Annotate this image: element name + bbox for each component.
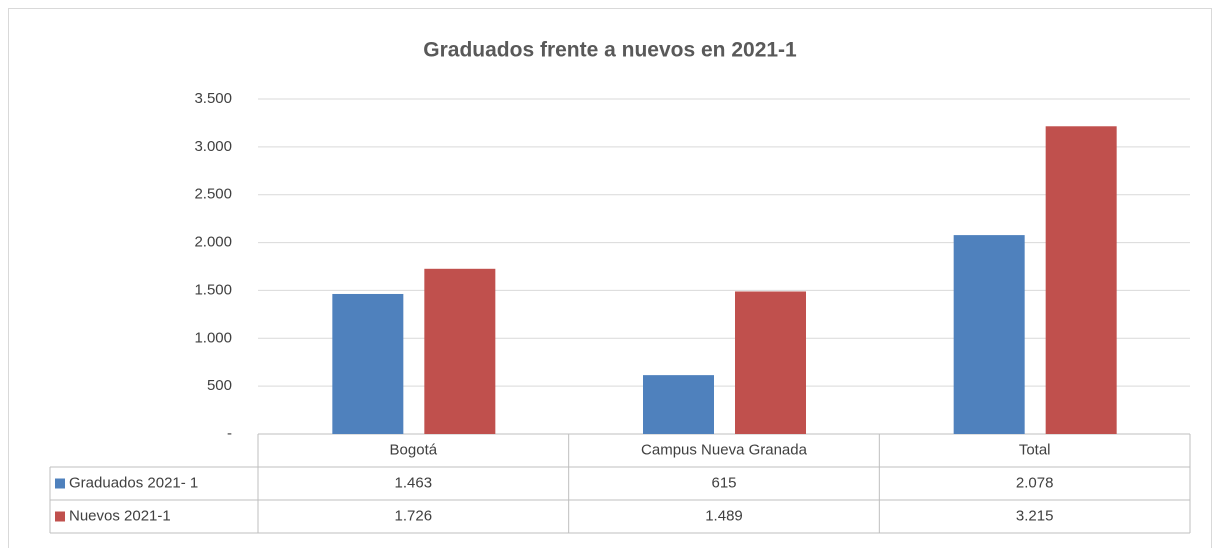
bar xyxy=(332,293,404,434)
table-value: 3.215 xyxy=(1016,507,1054,524)
table-value: 1.726 xyxy=(395,507,433,524)
table-value: 615 xyxy=(711,474,736,491)
y-tick-label: 2.500 xyxy=(194,186,232,203)
bar xyxy=(424,268,496,434)
y-tick-label: 1.000 xyxy=(194,329,232,346)
category-label: Bogotá xyxy=(390,441,438,458)
y-tick-label: 3.500 xyxy=(194,90,232,107)
bar xyxy=(735,291,806,434)
legend-label: Nuevos 2021-1 xyxy=(69,507,171,524)
table-value: 1.463 xyxy=(395,474,433,491)
legend-swatch xyxy=(55,478,65,489)
bar xyxy=(643,375,714,434)
table-value: 2.078 xyxy=(1016,474,1054,491)
y-tick-label: 1.500 xyxy=(194,281,232,298)
legend-swatch xyxy=(55,511,65,522)
y-tick-label: 3.000 xyxy=(194,138,232,155)
table-value: 1.489 xyxy=(705,507,743,524)
category-label: Total xyxy=(1019,441,1051,458)
y-tick-label: 2.000 xyxy=(194,234,232,251)
legend-label: Graduados 2021- 1 xyxy=(69,474,198,491)
y-tick-label: - xyxy=(227,425,232,442)
bar xyxy=(953,235,1025,434)
bar xyxy=(1045,126,1117,435)
y-tick-label: 500 xyxy=(207,377,232,394)
category-label: Campus Nueva Granada xyxy=(641,441,808,458)
chart-title: Graduados frente a nuevos en 2021-1 xyxy=(423,39,797,62)
